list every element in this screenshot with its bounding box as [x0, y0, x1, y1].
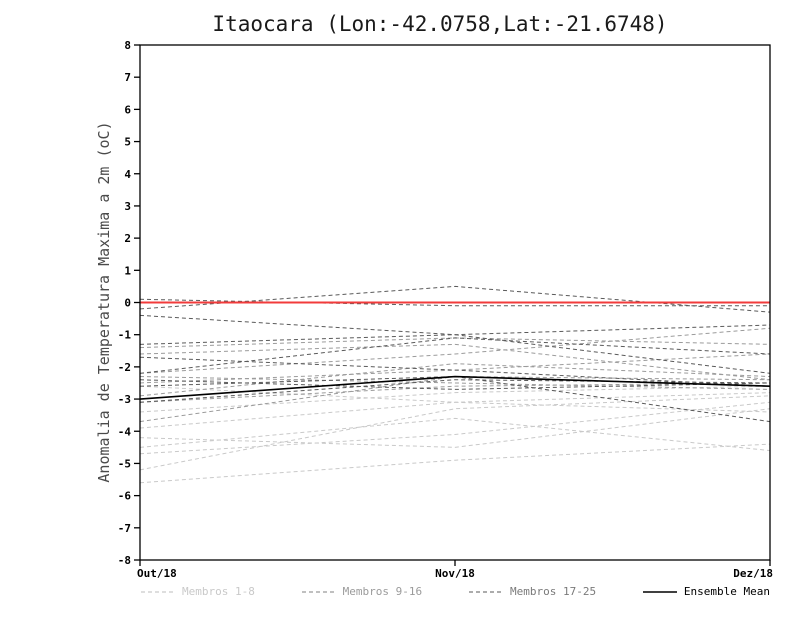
svg-text:8: 8	[124, 39, 131, 52]
svg-text:7: 7	[124, 71, 131, 84]
svg-text:1: 1	[124, 264, 131, 277]
svg-text:Nov/18: Nov/18	[435, 567, 475, 580]
legend-label: Membros 1-8	[182, 585, 255, 598]
legend-line-sample	[642, 590, 677, 593]
svg-text:2: 2	[124, 232, 131, 245]
svg-text:-4: -4	[118, 425, 132, 438]
svg-text:-3: -3	[118, 393, 131, 406]
legend-item-membros-9-16: Membros 9-16	[301, 585, 422, 598]
svg-text:0: 0	[124, 297, 131, 310]
svg-text:-1: -1	[118, 329, 132, 342]
svg-text:5: 5	[124, 136, 131, 149]
legend-label: Membros 9-16	[342, 585, 423, 598]
legend-line-sample	[468, 590, 503, 593]
svg-text:Out/18: Out/18	[137, 567, 177, 580]
svg-text:Dez/18: Dez/18	[733, 567, 773, 580]
legend-label: Membros 17-25	[509, 585, 597, 598]
legend-label: Ensemble Mean	[683, 585, 770, 598]
legend-item-membros-1-8: Membros 1-8	[140, 585, 255, 598]
chart-title: Itaocara (Lon:-42.0758,Lat:-21.6748)	[212, 12, 668, 36]
svg-text:-7: -7	[118, 522, 131, 535]
svg-text:-2: -2	[118, 361, 131, 374]
svg-text:4: 4	[124, 168, 131, 181]
legend-item-ensemble-mean: Ensemble Mean	[642, 585, 770, 598]
legend-line-sample	[301, 590, 336, 593]
legend-item-membros-17-25: Membros 17-25	[468, 585, 596, 598]
svg-text:-6: -6	[118, 490, 132, 503]
svg-text:3: 3	[124, 200, 131, 213]
legend-line-sample	[141, 590, 175, 593]
svg-text:6: 6	[124, 103, 131, 116]
svg-text:-5: -5	[118, 457, 131, 470]
legend: Membros 1-8 Membros 9-16 Membros 17-25 E…	[140, 585, 770, 598]
svg-text:-8: -8	[118, 554, 131, 567]
